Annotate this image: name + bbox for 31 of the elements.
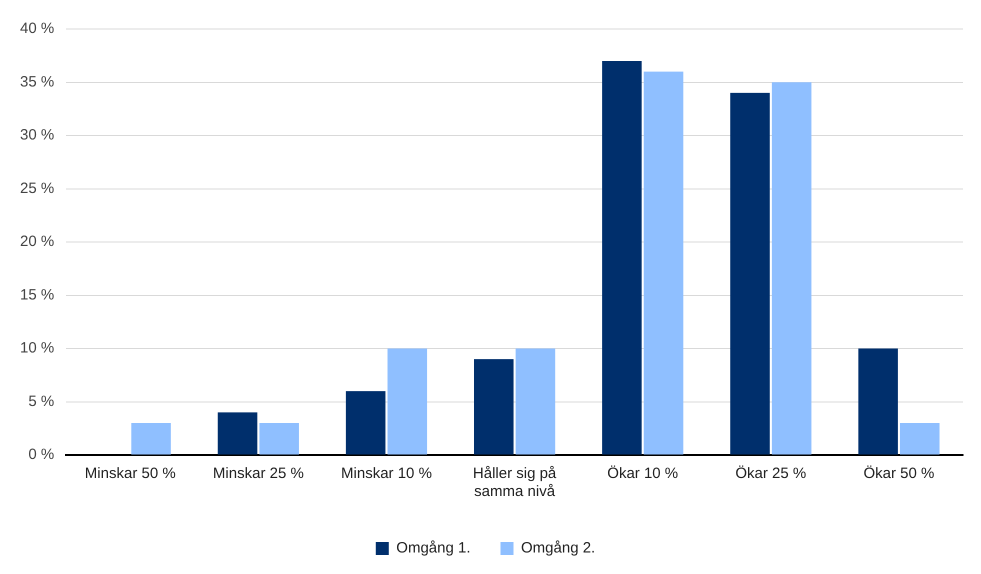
y-tick-label: 30 % xyxy=(20,126,54,144)
bar xyxy=(900,423,940,454)
bar xyxy=(259,423,299,454)
x-tick-label: Minskar 25 % xyxy=(212,465,304,482)
bar xyxy=(131,423,171,454)
bar xyxy=(730,92,770,454)
y-tick-label: 10 % xyxy=(20,340,54,357)
bar xyxy=(644,72,684,454)
bar xyxy=(388,348,428,454)
x-tick-label: Ökar 50 % xyxy=(864,465,934,482)
bar xyxy=(602,60,642,454)
bar xyxy=(346,391,386,454)
bar xyxy=(516,348,556,454)
x-tick-label: Ökar 25 % xyxy=(735,465,806,482)
legend-label: Omgång 2. xyxy=(521,540,596,557)
bar xyxy=(218,412,258,454)
x-tick-label: Håller sig på samma nivå xyxy=(472,465,557,500)
legend-label: Omgång 1. xyxy=(396,540,471,557)
y-tick-label: 5 % xyxy=(28,392,54,410)
x-tick-label: Minskar 50 % xyxy=(84,465,176,482)
x-tick-label: Ökar 10 % xyxy=(607,465,678,482)
y-tick-label: 40 % xyxy=(20,20,54,38)
bar xyxy=(772,82,812,454)
y-tick-label: 25 % xyxy=(20,180,54,197)
bar xyxy=(858,348,898,454)
x-tick-label: Minskar 10 % xyxy=(341,465,432,482)
y-tick-label: 20 % xyxy=(20,233,54,250)
bar xyxy=(474,359,514,454)
y-tick-label: 0 % xyxy=(28,446,54,464)
y-tick-label: 15 % xyxy=(20,286,54,304)
y-tick-label: 35 % xyxy=(20,73,54,90)
